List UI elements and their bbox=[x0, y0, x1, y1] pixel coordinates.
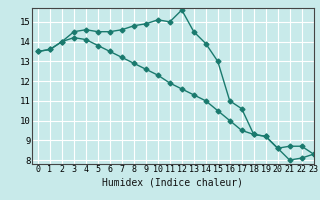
X-axis label: Humidex (Indice chaleur): Humidex (Indice chaleur) bbox=[102, 177, 243, 187]
